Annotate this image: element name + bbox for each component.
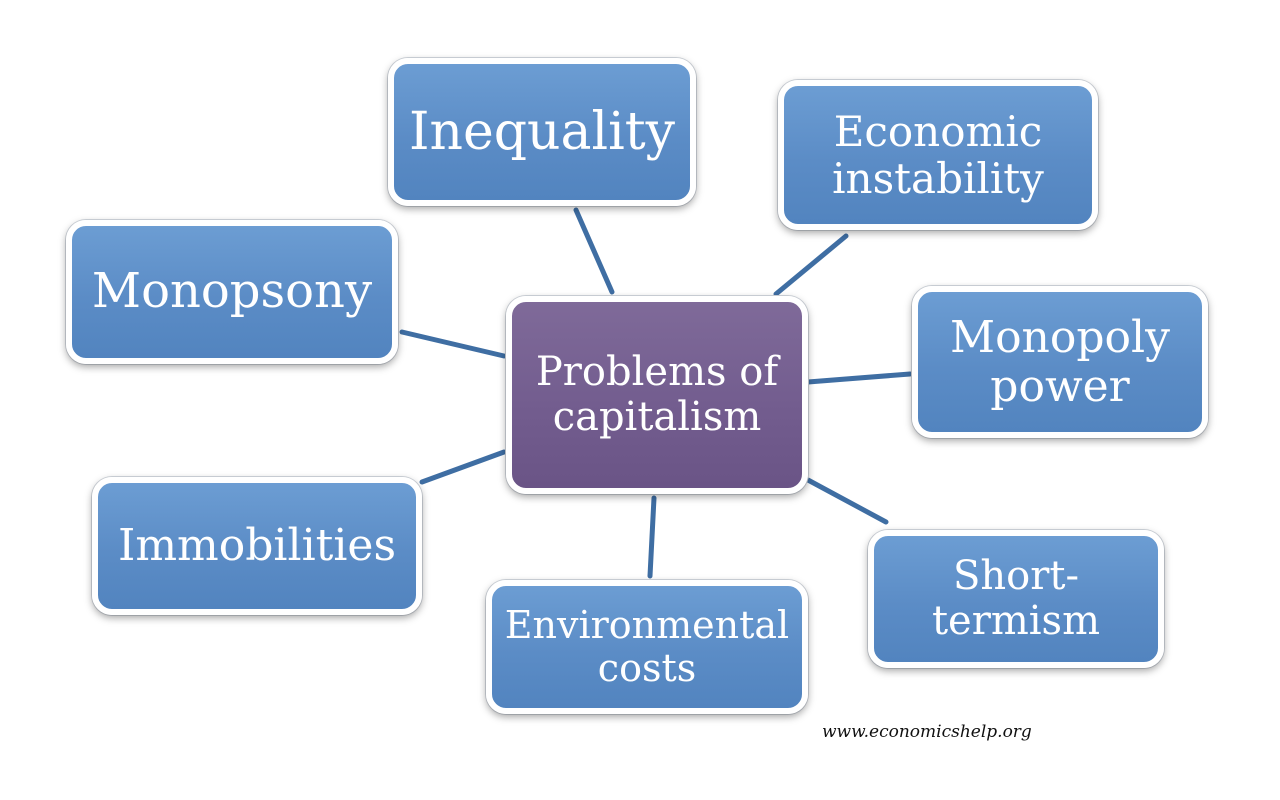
node-economic-instability-label: Economic instability — [832, 106, 1044, 203]
node-monopoly-power: Monopoly power — [912, 286, 1208, 438]
connector-inequality — [573, 207, 615, 295]
node-environmental-costs: Environmental costs — [486, 580, 808, 714]
node-monopsony-label: Monopsony — [91, 263, 373, 320]
connector-monopoly-power — [805, 371, 913, 385]
connector-immobilities — [419, 449, 507, 485]
node-inequality-label: Inequality — [408, 101, 676, 162]
connector-economic-instability — [773, 233, 849, 297]
node-immobilities: Immobilities — [92, 477, 422, 615]
node-inequality: Inequality — [388, 58, 696, 206]
node-monopoly-power-label: Monopoly power — [950, 311, 1170, 412]
node-environmental-costs-label: Environmental costs — [504, 603, 790, 690]
connector-monopsony — [399, 329, 507, 359]
node-short-termism: Short- termism — [868, 530, 1164, 668]
connector-short-termism — [805, 477, 889, 525]
connector-environmental-costs — [647, 495, 657, 579]
node-immobilities-label: Immobilities — [117, 520, 397, 572]
node-short-termism-label: Short- termism — [931, 553, 1101, 644]
source-label: www.economicshelp.org — [822, 722, 1032, 742]
node-center: Problems of capitalism — [506, 296, 808, 494]
node-economic-instability: Economic instability — [778, 80, 1098, 230]
node-center-label: Problems of capitalism — [535, 349, 779, 440]
node-monopsony: Monopsony — [66, 220, 398, 364]
